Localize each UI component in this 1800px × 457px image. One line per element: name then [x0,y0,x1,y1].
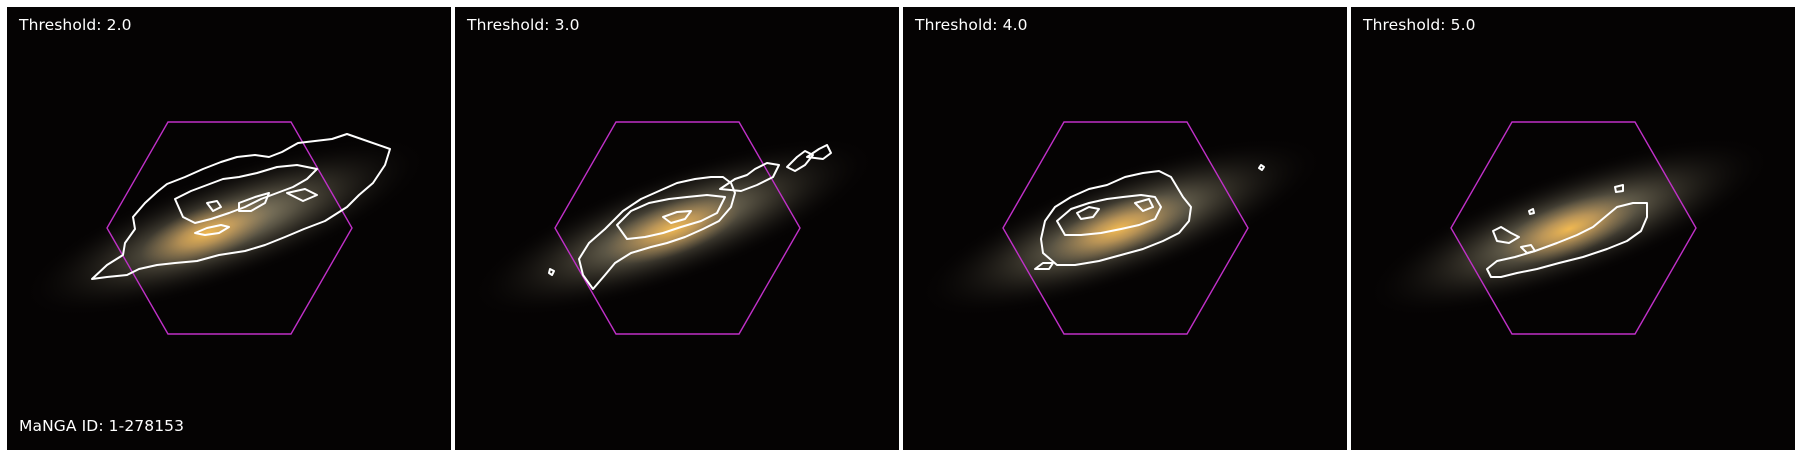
threshold-label: Threshold: 3.0 [467,16,580,34]
image-panel-1: Threshold: 2.0 MaNGA ID: 1-278153 [7,7,451,450]
threshold-label: Threshold: 5.0 [1363,16,1476,34]
galaxy-core [140,198,274,268]
emission-contour-icon [1034,164,1265,270]
image-panel-4: Threshold: 5.0 [1351,7,1795,450]
ifu-hexagon-icon [554,121,801,335]
threshold-label: Threshold: 4.0 [915,16,1028,34]
galaxy-id-label: MaNGA ID: 1-278153 [19,417,185,435]
galaxy-image-1 [7,7,451,450]
galaxy-core [1500,194,1638,264]
ifu-hexagon-icon [106,121,353,335]
emission-contour-icon [1486,184,1648,278]
galaxy-image-4 [1351,7,1795,450]
emission-contour-icon [91,133,391,280]
galaxy-image-2 [455,7,899,450]
ifu-hexagon-icon [1450,121,1697,335]
emission-contour-icon [548,144,832,290]
threshold-label: Threshold: 2.0 [19,16,132,34]
galaxy-image-3 [903,7,1347,450]
image-panel-2: Threshold: 3.0 [455,7,899,450]
ifu-hexagon-icon [1002,121,1249,335]
image-panel-3: Threshold: 4.0 [903,7,1347,450]
